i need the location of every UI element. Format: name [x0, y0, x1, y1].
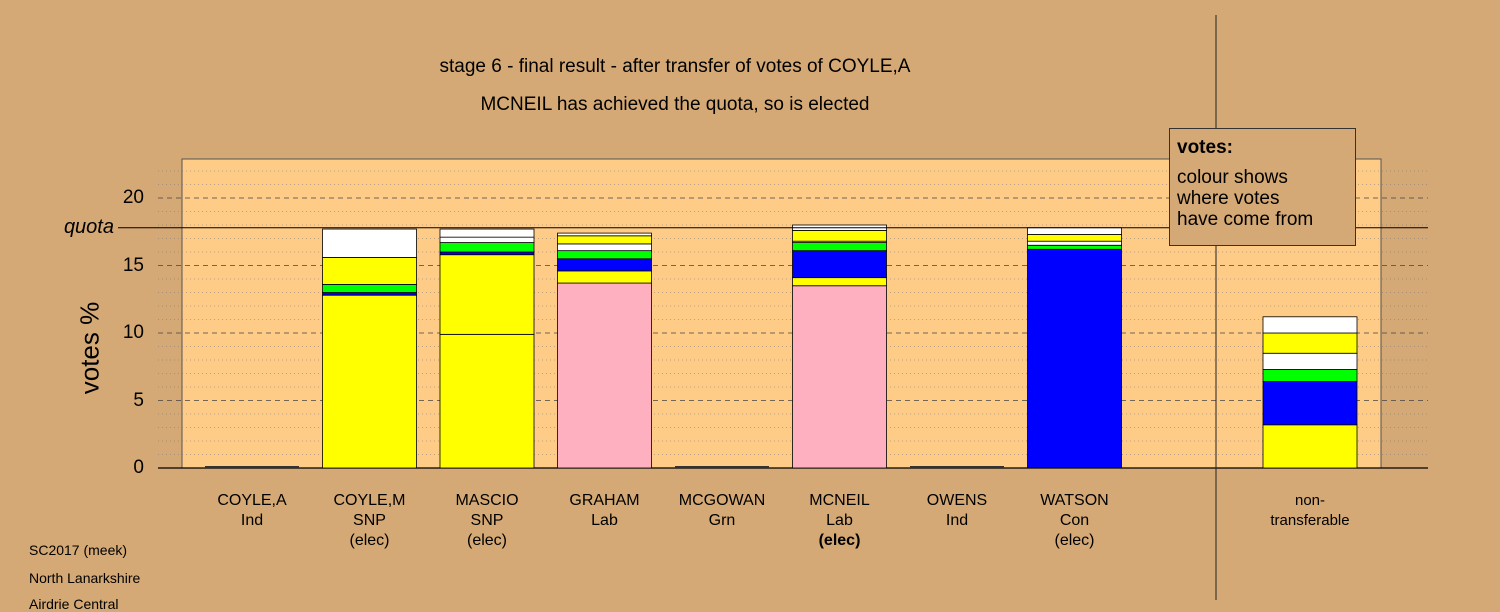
bar-mcneil-segment-0	[792, 285, 887, 469]
candidate-name: MCGOWAN	[678, 492, 766, 509]
bar-mcneil-segment-1	[792, 277, 887, 287]
bar-graham-segment-1	[557, 270, 652, 284]
footer-council: North Lanarkshire	[29, 570, 141, 586]
non-transferable-label-line-1: non-	[1294, 492, 1326, 509]
legend-line-1: colour shows	[1177, 167, 1288, 188]
bar-coyle-m-segment-4	[322, 228, 417, 258]
bar-graham-segment-2	[557, 258, 652, 272]
candidate-label-graham: GRAHAM Lab	[530, 491, 680, 551]
candidate-name: MASCIO	[455, 492, 519, 509]
legend: votes: colour shows where votes have com…	[1169, 128, 1356, 246]
bar-watson-segment-2	[1027, 240, 1122, 246]
bar-graham-segment-6	[557, 232, 652, 237]
y-axis-label: votes %	[74, 301, 105, 395]
non-transferable-label-line-2: transferable	[1270, 512, 1350, 529]
candidate-label-mascio: MASCIO SNP (elec)	[412, 491, 562, 551]
bar-coyle-m-segment-2	[322, 283, 417, 293]
bar-watson-segment-0	[1027, 248, 1122, 469]
chart-title: stage 6 - final result - after transfer …	[439, 56, 911, 77]
legend-title: votes:	[1177, 137, 1233, 158]
candidate-party: Ind	[240, 512, 264, 529]
bar-mascio-segment-2	[439, 251, 535, 256]
bar-mascio-segment-1	[439, 254, 535, 335]
bar-mascio-segment-5	[439, 228, 535, 238]
bar-mcneil-segment-3	[792, 242, 887, 252]
bar-non-transferable-segment-1	[1262, 381, 1358, 426]
candidate-label-owens: OWENS Ind	[882, 491, 1032, 551]
bar-watson-segment-1	[1027, 244, 1122, 250]
bar-mascio-segment-4	[439, 236, 535, 243]
bars	[205, 224, 1358, 469]
y-tick-label: 20	[122, 187, 144, 208]
bar-graham-segment-5	[557, 235, 652, 245]
non-transferable-label: non- transferable	[1235, 491, 1385, 531]
bar-graham-segment-0	[557, 282, 652, 469]
bar-graham-segment-3	[557, 250, 652, 260]
legend-line-3: have come from	[1177, 209, 1314, 230]
bar-mcneil-segment-5	[792, 229, 887, 242]
candidate-status: (elec)	[349, 532, 390, 549]
chart-subtitle: MCNEIL has achieved the quota, so is ele…	[480, 94, 870, 115]
candidate-party: Lab	[591, 512, 618, 529]
candidate-label-coyle-a: COYLE,A Ind	[177, 491, 327, 551]
candidate-status: (elec)	[1054, 532, 1095, 549]
bar-non-transferable-segment-4	[1262, 332, 1358, 354]
candidate-name: COYLE,M	[333, 492, 406, 509]
candidate-label-mcgowan: MCGOWAN Grn	[647, 491, 797, 551]
bar-graham-segment-4	[557, 243, 652, 252]
candidate-label-coyle-m: COYLE,M SNP (elec)	[295, 491, 445, 551]
y-tick-label: 0	[133, 457, 144, 478]
candidate-party: Ind	[945, 512, 969, 529]
footer-ward: Airdrie Central	[29, 596, 119, 612]
candidate-party: Con	[1059, 512, 1090, 529]
candidate-name: COYLE,A	[217, 492, 287, 509]
bar-watson-segment-4	[1027, 227, 1122, 235]
candidate-party: Lab	[826, 512, 853, 529]
candidate-name: OWENS	[926, 492, 988, 509]
legend-line-2: where votes	[1177, 188, 1280, 209]
bar-non-transferable-segment-5	[1262, 316, 1358, 334]
bar-non-transferable-segment-0	[1262, 424, 1358, 469]
candidate-label-watson: WATSON Con (elec)	[1000, 491, 1150, 551]
quota-label: quota	[63, 216, 114, 238]
candidate-name: GRAHAM	[569, 492, 640, 509]
bar-mcneil-segment-2	[792, 250, 887, 279]
bar-watson-segment-3	[1027, 234, 1122, 242]
candidate-status: (elec)	[818, 532, 861, 549]
candidate-name: WATSON	[1040, 492, 1109, 509]
y-tick-label: 15	[122, 254, 144, 276]
bar-non-transferable-segment-2	[1262, 369, 1358, 383]
y-tick-label: 5	[133, 389, 144, 411]
footer-election: SC2017 (meek)	[29, 542, 128, 558]
bar-coyle-m-segment-0	[322, 294, 417, 469]
bar-coyle-m-segment-1	[322, 292, 417, 296]
bar-mascio-segment-0	[439, 333, 535, 469]
candidate-status: (elec)	[466, 532, 507, 549]
y-tick-label: 10	[122, 322, 144, 343]
bar-mascio-segment-3	[439, 242, 535, 253]
candidate-name: MCNEIL	[809, 492, 870, 509]
candidate-party: Grn	[708, 512, 736, 529]
candidate-party: SNP	[470, 512, 504, 529]
candidate-party: SNP	[353, 512, 386, 529]
bar-non-transferable-segment-3	[1262, 352, 1358, 370]
bar-coyle-m-segment-3	[322, 256, 417, 285]
candidate-label-mcneil: MCNEIL Lab (elec)	[765, 491, 915, 551]
